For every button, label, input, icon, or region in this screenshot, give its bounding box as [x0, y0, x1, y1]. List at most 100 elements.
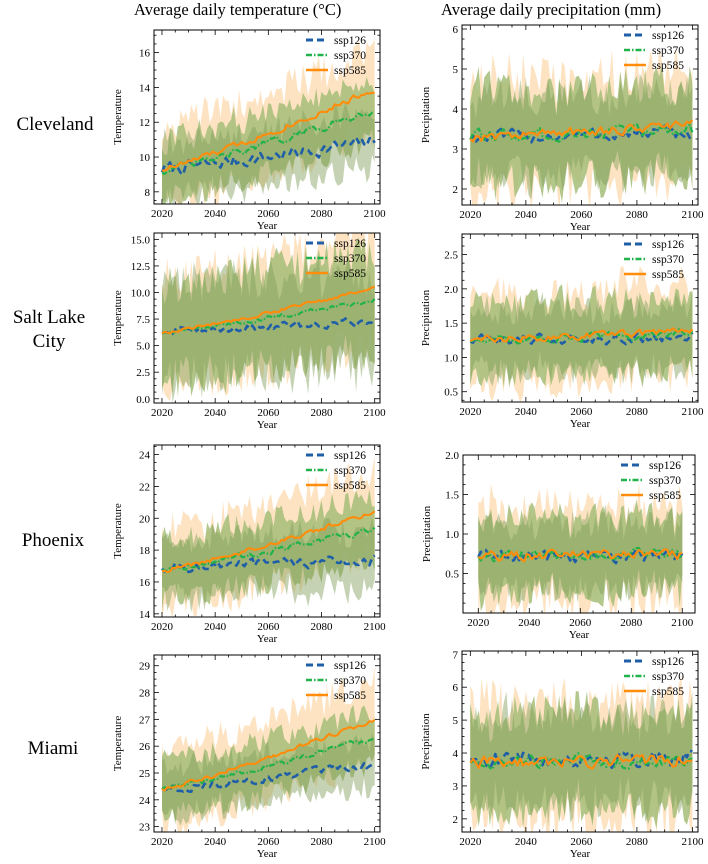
series-line-ssp126	[161, 554, 376, 574]
series-line-ssp370	[161, 526, 376, 572]
legend: ssp126 ssp370 ssp585	[621, 460, 681, 502]
y-axis-label: Precipitation	[420, 713, 432, 770]
y-tick-label: 1.5	[444, 318, 458, 330]
row-label-miami: Miami	[0, 737, 108, 761]
row-label-cleveland: Cleveland	[0, 113, 110, 137]
legend-label-ssp370: ssp370	[334, 465, 366, 477]
plot-frame	[153, 444, 381, 618]
y-tick-label: 14	[139, 82, 151, 94]
plot-frame	[461, 650, 699, 833]
x-tick-label: 2080	[311, 208, 334, 220]
y-axis-label: Precipitation	[420, 86, 432, 143]
series-line-ssp585	[161, 718, 376, 792]
x-tick-label: 2020	[459, 209, 482, 221]
band-ssp126	[162, 518, 375, 613]
x-tick-label: 2100	[364, 407, 387, 419]
y-tick-label: 1.0	[445, 529, 459, 541]
legend: ssp126 ssp370 ssp585	[624, 656, 684, 698]
legend-label-ssp370: ssp370	[652, 254, 684, 266]
y-axis-label: Precipitation	[420, 289, 432, 346]
x-tick-label: 2020	[151, 836, 174, 848]
legend-label-ssp370: ssp370	[649, 475, 681, 487]
y-tick-label: 2.0	[444, 284, 458, 296]
y-tick-label: 1.5	[445, 490, 459, 502]
series-line-ssp126	[469, 124, 693, 144]
x-axis-label: Year	[257, 419, 278, 431]
legend-label-ssp370: ssp370	[334, 50, 366, 62]
col-title-temperature: Average daily temperature (°C)	[134, 0, 342, 19]
plot-frame	[461, 24, 699, 206]
y-tick-label: 2	[453, 814, 459, 826]
y-tick-label: 29	[139, 661, 151, 673]
x-tick-label: 2040	[515, 209, 538, 221]
row-label-line: City	[32, 331, 66, 352]
y-tick-label: 7.5	[136, 314, 150, 326]
legend-label-ssp126: ssp126	[334, 35, 366, 47]
row-label-salt-lake-city: Salt Lake City	[0, 306, 104, 354]
chart-salt-lake-city-precipitation: 2020 2040 2060 2080 2100 0.5 1.0 1.5 2.0 2.5 Year P…	[420, 233, 704, 430]
y-tick-label: 25	[139, 768, 151, 780]
series-line-ssp585	[469, 327, 694, 343]
legend: ssp126 ssp370 ssp585	[306, 35, 366, 77]
y-axis-label: Precipitation	[421, 505, 433, 562]
col-title-precipitation: Average daily precipitation (mm)	[441, 0, 662, 19]
chart-cleveland-temperature: 2020 2040 2060 2080 2100 8 10 12 14 16 Year Tempera…	[112, 29, 387, 232]
band-ssp370	[162, 489, 375, 612]
x-axis-label: Year	[569, 629, 590, 641]
x-tick-label: 2100	[364, 621, 387, 633]
y-tick-label: 0.5	[444, 387, 458, 399]
y-tick-label: 4	[453, 748, 459, 760]
legend-label-ssp585: ssp585	[652, 686, 684, 698]
x-tick-label: 2040	[518, 617, 541, 629]
y-tick-label: 4	[453, 104, 459, 116]
x-tick-label: 2080	[620, 617, 643, 629]
row-label-line: Phoenix	[21, 530, 85, 551]
legend: ssp126 ssp370 ssp585	[624, 239, 684, 281]
y-tick-label: 12.5	[131, 261, 151, 273]
x-tick-label: 2060	[570, 209, 593, 221]
legend-label-ssp370: ssp370	[334, 253, 366, 265]
y-tick-label: 16	[139, 577, 151, 589]
plot-area	[161, 233, 376, 403]
y-tick-label: 22	[139, 481, 150, 493]
x-tick-label: 2020	[151, 407, 174, 419]
x-tick-label: 2100	[671, 617, 694, 629]
y-tick-label: 20	[139, 513, 151, 525]
plot-area	[160, 39, 376, 204]
legend-label-ssp585: ssp585	[334, 480, 366, 492]
series-line-ssp585	[469, 119, 694, 143]
plot-area	[477, 481, 684, 613]
series-line-ssp126	[161, 761, 376, 793]
x-tick-label: 2060	[257, 208, 280, 220]
y-tick-label: 12	[139, 117, 150, 129]
x-tick-label: 2060	[569, 617, 592, 629]
legend-label-ssp126: ssp126	[649, 460, 681, 472]
legend-label-ssp585: ssp585	[334, 268, 366, 280]
x-tick-label: 2060	[257, 621, 280, 633]
chart-phoenix-precipitation: 2020 2040 2060 2080 2100 0.5 1.0 1.5 2.0 Year Prec…	[421, 450, 696, 641]
series-line-ssp370	[161, 298, 376, 335]
legend-label-ssp126: ssp126	[652, 30, 684, 42]
row-label-phoenix: Phoenix	[0, 529, 108, 553]
y-tick-label: 3	[453, 144, 459, 156]
row-label-line: Miami	[27, 738, 79, 759]
series-line-ssp585	[161, 285, 376, 335]
legend: ssp126 ssp370 ssp585	[306, 660, 366, 702]
x-tick-label: 2040	[515, 836, 538, 848]
y-tick-label: 0.5	[445, 569, 459, 581]
legend: ssp126 ssp370 ssp585	[306, 238, 366, 280]
plot-area	[161, 665, 376, 832]
x-tick-label: 2100	[364, 208, 387, 220]
y-tick-label: 6	[453, 682, 459, 694]
series-line-ssp126	[160, 136, 376, 176]
y-tick-label: 5.0	[136, 341, 150, 353]
band-ssp370	[470, 284, 693, 388]
plot-frame	[461, 233, 699, 403]
y-tick-label: 26	[139, 741, 151, 753]
x-axis-label: Year	[570, 418, 591, 430]
x-axis-label: Year	[257, 848, 278, 860]
y-tick-label: 14	[139, 609, 151, 621]
x-tick-label: 2080	[311, 621, 334, 633]
y-axis-label: Temperature	[112, 716, 124, 772]
legend-label-ssp585: ssp585	[334, 65, 366, 77]
